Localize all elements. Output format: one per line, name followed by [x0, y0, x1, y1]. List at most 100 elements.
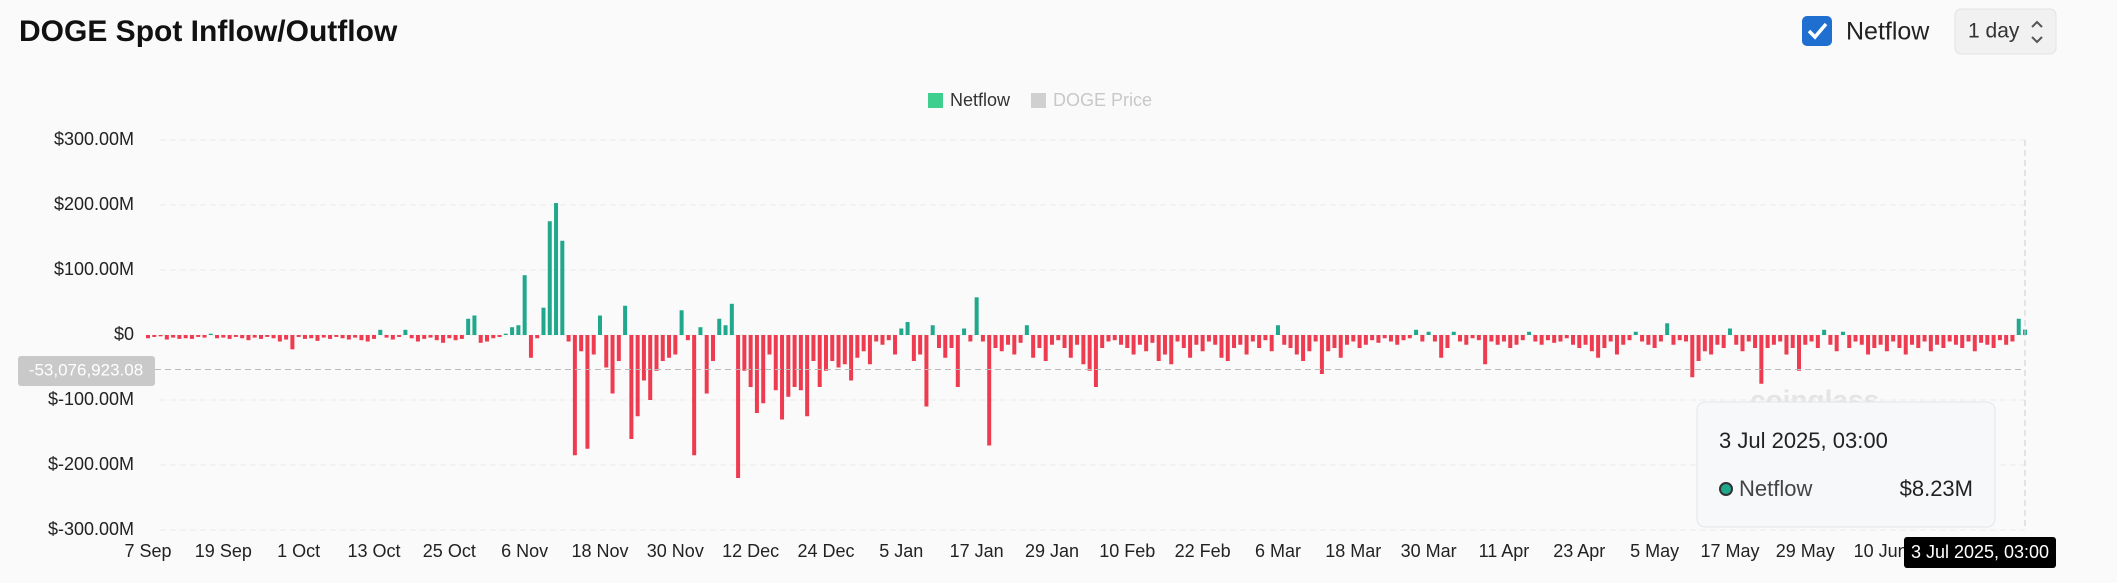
x-tick-label: 12 Dec [722, 541, 779, 561]
bar [1144, 335, 1149, 352]
bar [1652, 335, 1657, 348]
bar [164, 335, 169, 340]
bar [2004, 335, 2009, 345]
bar [152, 335, 157, 337]
bar [710, 335, 715, 361]
bar [208, 333, 213, 335]
bar [1897, 335, 1902, 348]
bar [817, 335, 822, 387]
bar [717, 318, 722, 335]
bar [673, 335, 678, 355]
bar [1765, 335, 1770, 348]
bar [415, 335, 420, 342]
bar [1068, 335, 1073, 358]
bar [522, 275, 527, 335]
y-tick-label: $-100.00M [48, 389, 134, 409]
interval-select[interactable] [1954, 8, 2057, 55]
bar [1985, 335, 1990, 345]
bar [503, 333, 508, 335]
bar [1778, 335, 1783, 342]
bar [1702, 335, 1707, 352]
bar [271, 335, 276, 339]
bar [183, 335, 188, 339]
bar [1621, 335, 1626, 345]
bar [302, 335, 307, 339]
bar [786, 335, 791, 397]
bar [1370, 335, 1375, 341]
y-tick-label: $300.00M [54, 129, 134, 149]
bar [623, 305, 628, 335]
bar [1771, 335, 1776, 345]
bar [403, 329, 408, 335]
bar [1608, 335, 1613, 342]
x-tick-label: 23 Apr [1553, 541, 1605, 561]
tooltip-dot [1719, 482, 1733, 496]
bar [1445, 335, 1450, 348]
bar [1464, 335, 1469, 345]
bar [1238, 335, 1243, 345]
bar [1640, 335, 1645, 342]
bar [290, 335, 295, 350]
bar [1928, 335, 1933, 352]
bar [1338, 335, 1343, 358]
legend-label: DOGE Price [1053, 90, 1152, 110]
bar [1439, 335, 1444, 358]
y-tick-label: $100.00M [54, 259, 134, 279]
toggle-label[interactable]: Netflow [1846, 18, 1930, 46]
bar [880, 335, 885, 345]
bar [1363, 335, 1368, 345]
bar [1972, 335, 1977, 352]
bar [1169, 335, 1174, 365]
bar [1357, 335, 1362, 348]
bar [616, 335, 621, 361]
bar [849, 335, 854, 381]
bar [911, 335, 916, 361]
bar [1891, 335, 1896, 342]
bar [1313, 335, 1318, 342]
bar [610, 335, 615, 394]
x-tick-label: 25 Oct [423, 541, 476, 561]
bar [1483, 335, 1488, 365]
bar [1037, 335, 1042, 348]
bar [146, 335, 150, 339]
bar [1470, 335, 1475, 339]
interval-label: 1 day [1968, 20, 2020, 43]
bar [202, 335, 207, 338]
checkbox[interactable] [1802, 16, 1832, 46]
bar [1602, 335, 1607, 348]
bar [1627, 335, 1632, 341]
bar [629, 335, 634, 439]
bar [1571, 335, 1576, 345]
crosshair-x-box [1904, 537, 2056, 568]
bar [579, 335, 584, 352]
bar [955, 335, 960, 387]
bar [980, 335, 985, 342]
bar [1175, 335, 1180, 342]
bar [1910, 335, 1915, 345]
bar [767, 335, 772, 355]
bar [1527, 331, 1532, 335]
bar [434, 335, 439, 341]
bar [1979, 335, 1984, 343]
bar [1257, 335, 1262, 348]
bar [1822, 329, 1827, 335]
bar [1458, 335, 1463, 342]
bar [792, 335, 797, 387]
bar [296, 335, 301, 337]
bar [1696, 335, 1701, 361]
bar [1125, 335, 1130, 348]
bar [246, 335, 251, 341]
bar [1156, 335, 1161, 361]
bar [591, 335, 596, 355]
bar [1684, 335, 1689, 342]
bar [1558, 335, 1563, 342]
bar [252, 335, 257, 338]
bar [660, 335, 665, 361]
bar [1081, 335, 1086, 365]
bar [918, 335, 923, 355]
x-tick-label: 10 Jun [1854, 541, 1908, 561]
bar [227, 335, 232, 339]
legend-swatch [1031, 93, 1046, 108]
bar [1407, 335, 1412, 339]
